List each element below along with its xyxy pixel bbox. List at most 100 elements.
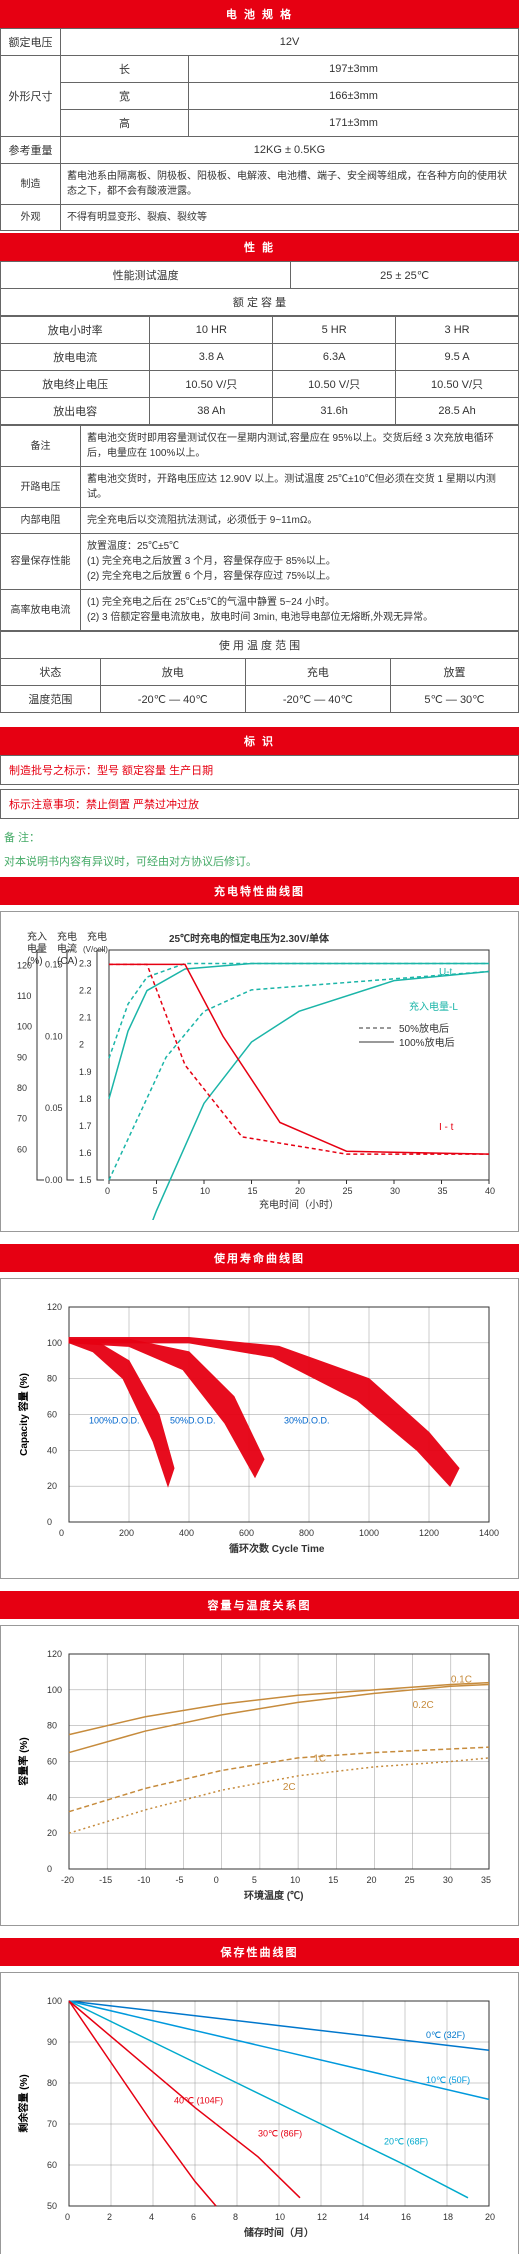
svg-text:35: 35 [481,1875,491,1885]
svg-text:90: 90 [17,1052,27,1062]
svg-text:充电: 充电 [87,930,107,943]
perf-cell: 5 HR [273,317,396,344]
svg-text:1.8: 1.8 [79,1094,92,1104]
mark-header: 标 识 [0,727,519,755]
perf-cell: 38 Ah [150,398,273,425]
chart2: 0200400600800100012001400020406080100120… [0,1278,519,1579]
svg-text:1200: 1200 [419,1528,439,1538]
note-text: (1) 完全充电之后在 25℃±5℃的气温中静置 5~24 小时。 (2) 3 … [81,590,519,631]
svg-text:充电: 充电 [57,930,77,943]
appear-label: 外观 [1,205,61,231]
svg-text:2.3: 2.3 [79,959,92,969]
svg-text:U-t: U-t [439,967,453,978]
svg-text:14: 14 [359,2212,369,2222]
note-label: 开路电压 [1,467,81,508]
svg-text:30℃ (86F): 30℃ (86F) [258,2128,302,2138]
svg-text:80: 80 [47,1721,57,1731]
svg-text:18: 18 [443,2212,453,2222]
temp-title: 使 用 温 度 范 围 [1,632,519,659]
remarks-label: 备 注： [0,821,519,853]
svg-text:4: 4 [149,2212,154,2222]
svg-text:25: 25 [405,1875,415,1885]
perf-cell: 28.5 Ah [396,398,519,425]
svg-text:20: 20 [295,1186,305,1196]
discharge-range: -20℃ — 40℃ [100,686,245,713]
svg-text:1400: 1400 [479,1528,499,1538]
svg-text:100: 100 [17,1022,32,1032]
svg-text:30: 30 [390,1186,400,1196]
perf-cell: 放电小时率 [1,317,150,344]
svg-text:I - t: I - t [439,1122,454,1133]
perf-cell: 3 HR [396,317,519,344]
rated-cap-title: 额 定 容 量 [1,289,519,316]
perf-rows-table: 放电小时率10 HR5 HR3 HR放电电流3.8 A6.3A9.5 A放电终止… [0,316,519,425]
svg-text:1.5: 1.5 [79,1175,92,1185]
svg-text:10: 10 [290,1875,300,1885]
svg-text:2: 2 [79,1040,84,1050]
svg-text:-10: -10 [137,1875,150,1885]
appear-text: 不得有明显变形、裂痕、裂纹等 [61,205,519,231]
note-label: 备注 [1,426,81,467]
charge-range: -20℃ — 40℃ [245,686,390,713]
hgt-label: 高 [61,110,189,137]
svg-text:充电时间（小时）: 充电时间（小时） [259,1198,339,1211]
perf-cell: 10.50 V/只 [273,371,396,398]
spec-header: 电 池 规 格 [0,0,519,28]
svg-text:0: 0 [214,1875,219,1885]
mark-line2: 标示注意事项：禁止倒置 严禁过冲过放 [0,789,519,819]
len-label: 长 [61,56,189,83]
svg-text:50%放电后: 50%放电后 [399,1022,449,1035]
svg-text:60: 60 [47,1757,57,1767]
svg-text:1.9: 1.9 [79,1067,92,1077]
svg-text:35: 35 [438,1186,448,1196]
remarks-text: 对本说明书内容有异议时，可经由对方协议后修订。 [0,853,519,877]
discharge-label: 放电 [100,659,245,686]
svg-text:15: 15 [248,1186,258,1196]
svg-text:100%放电后: 100%放电后 [399,1036,455,1049]
note-label: 容量保存性能 [1,534,81,590]
svg-text:8: 8 [233,2212,238,2222]
svg-text:10: 10 [275,2212,285,2222]
svg-text:60: 60 [17,1144,27,1154]
weight: 12KG ± 0.5KG [61,137,519,164]
range-label: 温度范围 [1,686,101,713]
perf-cell: 放电电流 [1,344,150,371]
svg-text:电流: 电流 [57,942,77,955]
svg-text:120: 120 [17,960,32,970]
svg-text:1C: 1C [313,1754,326,1765]
rated-voltage-label: 额定电压 [1,29,61,56]
svg-text:0: 0 [105,1186,110,1196]
len: 197±3mm [189,56,519,83]
svg-text:16: 16 [401,2212,411,2222]
chart1-header: 充电特性曲线图 [0,877,519,905]
perf-cell: 10.50 V/只 [396,371,519,398]
svg-text:剩余容量 (%): 剩余容量 (%) [17,2074,30,2132]
svg-text:40℃ (104F): 40℃ (104F) [174,2096,223,2106]
hgt: 171±3mm [189,110,519,137]
svg-text:1.7: 1.7 [79,1121,92,1131]
svg-text:0.10: 0.10 [45,1031,63,1041]
svg-text:Capacity 容量 (%): Capacity 容量 (%) [17,1373,30,1456]
svg-text:200: 200 [119,1528,134,1538]
svg-text:120: 120 [47,1302,62,1312]
svg-text:60: 60 [47,1410,57,1420]
svg-text:400: 400 [179,1528,194,1538]
svg-text:2C: 2C [283,1782,296,1793]
svg-text:100: 100 [47,1996,62,2006]
svg-text:循环次数 Cycle Time: 循环次数 Cycle Time [229,1542,325,1555]
note-label: 高率放电电流 [1,590,81,631]
spec-table: 额定电压12V 外形尺寸长197±3mm 宽166±3mm 高171±3mm 参… [0,28,519,231]
svg-text:80: 80 [47,2078,57,2088]
perf-notes-table: 备注蓄电池交货时即用容量测试仅在一星期内测试,容量应在 95%以上。交货后经 3… [0,425,519,631]
svg-text:80: 80 [17,1083,27,1093]
perf-cell: 9.5 A [396,344,519,371]
perf-cell: 10.50 V/只 [150,371,273,398]
svg-text:50: 50 [47,2201,57,2211]
rated-voltage: 12V [61,29,519,56]
svg-text:6: 6 [191,2212,196,2222]
svg-text:100: 100 [47,1338,62,1348]
svg-text:80: 80 [47,1374,57,1384]
perf-cell: 放电终止电压 [1,371,150,398]
svg-text:2.2: 2.2 [79,986,92,996]
svg-text:0: 0 [47,1864,52,1874]
